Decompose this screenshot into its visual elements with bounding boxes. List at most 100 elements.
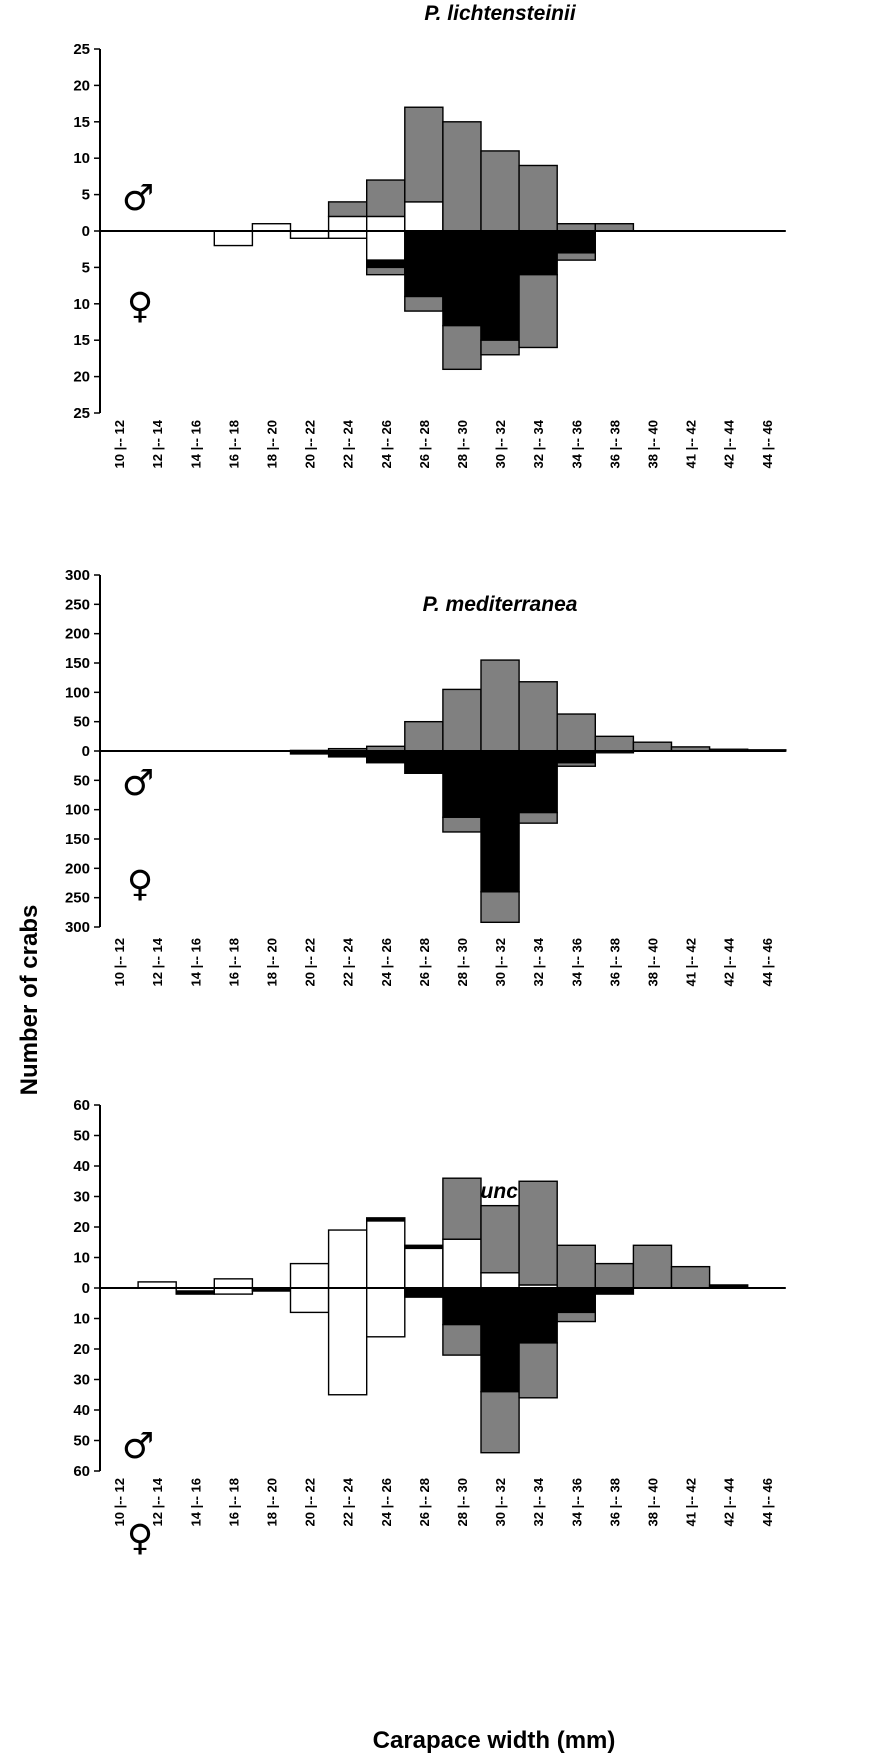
x-tick-label: 41 |-- 42 (684, 420, 699, 468)
x-tick-label: 32 |-- 34 (531, 937, 546, 986)
y-tick-label: 20 (73, 1341, 90, 1358)
x-tick-label: 32 |-- 34 (531, 1477, 546, 1526)
bar-male-grey (556, 1244, 597, 1289)
y-tick-label: 0 (82, 1280, 90, 1297)
panel-p-lichtensteinii: P. lichtensteinii 0 5 5 10 10 15 15 20 20 25 25 10 … (73, 2, 786, 468)
bar-male-white (404, 201, 444, 232)
x-tick-label: 22 |-- 24 (341, 937, 356, 986)
y-tick-label: 250 (65, 890, 90, 907)
x-tick-label: 44 |-- 46 (760, 420, 775, 468)
bar-female-black (366, 750, 406, 764)
y-tick-label: 60 (73, 1097, 90, 1114)
y-tick-label: 200 (65, 860, 90, 877)
bar-male-white (442, 1238, 482, 1289)
x-tick-label: 24 |-- 26 (379, 1478, 394, 1526)
axes-group: 0 10 10 20 20 30 30 40 40 50 50 60 60 10 |-- 12 12 |--… (73, 1097, 786, 1526)
panel-p-mediterranea: P. mediterranea 0 50 50 100 100 150 150 200 200 2… (65, 567, 787, 986)
bar-female-black (404, 1287, 444, 1298)
bar-female-grey (518, 811, 558, 824)
y-tick-label: 10 (73, 150, 90, 167)
female-symbol-icon: ♀ (127, 286, 153, 327)
y-tick-label: 200 (65, 626, 90, 643)
bar-male-grey (518, 681, 558, 752)
bar-male-grey (632, 1244, 673, 1289)
bar-female-white (327, 1287, 368, 1396)
bar-female-white (366, 230, 406, 261)
x-tick-label: 18 |-- 20 (265, 1478, 280, 1526)
x-tick-label: 38 |-- 40 (646, 420, 661, 468)
x-tick-label: 14 |-- 16 (188, 420, 203, 468)
bar-female-grey (518, 273, 558, 349)
x-tick-label: 22 |-- 24 (341, 419, 356, 468)
panel-title: P. mediterranea (423, 593, 578, 616)
y-tick-label: 50 (73, 1433, 90, 1450)
x-tick-label: 14 |-- 16 (188, 1478, 203, 1526)
bar-male-grey (442, 688, 482, 752)
bar-female-grey (442, 324, 482, 371)
bar-male-white (251, 223, 292, 232)
x-tick-label: 10 |-- 12 (112, 1478, 127, 1526)
x-tick-label: 30 |-- 32 (493, 420, 508, 468)
x-tick-label: 26 |-- 28 (417, 1478, 432, 1526)
bar-male-grey (442, 1177, 482, 1240)
y-tick-label: 25 (73, 41, 90, 58)
y-tick-label: 0 (82, 743, 90, 760)
bar-male-grey (594, 735, 635, 752)
x-tick-label: 42 |-- 44 (722, 1477, 737, 1526)
x-tick-label: 38 |-- 40 (646, 938, 661, 986)
x-tick-label: 20 |-- 22 (303, 420, 318, 468)
bar-male-grey (480, 659, 520, 752)
bar-female-black (518, 1287, 558, 1344)
y-tick-label: 5 (82, 187, 90, 204)
y-tick-label: 25 (73, 405, 90, 422)
x-tick-label: 12 |-- 14 (150, 419, 165, 468)
x-tick-label: 34 |-- 36 (569, 938, 584, 986)
x-tick-label: 38 |-- 40 (646, 1478, 661, 1526)
bar-female-black (480, 230, 520, 341)
bar-female-grey (366, 266, 406, 276)
y-tick-label: 150 (65, 831, 90, 848)
bar-female-black (518, 230, 558, 276)
x-tick-label: 44 |-- 46 (760, 938, 775, 986)
female-symbol-icon: ♀ (127, 864, 153, 905)
bar-female-black (442, 750, 482, 818)
bar-female-black (556, 1287, 597, 1314)
y-axis-label: Number of crabs (16, 905, 43, 1096)
y-tick-label: 50 (73, 1128, 90, 1145)
x-tick-label: 28 |-- 30 (455, 1478, 470, 1526)
panel-title: P. lichtensteinii (424, 2, 576, 25)
y-tick-label: 0 (82, 223, 90, 240)
y-tick-label: 5 (82, 259, 90, 276)
bar-female-white (289, 1287, 330, 1314)
bar-male-grey (480, 150, 520, 232)
bar-male-white (289, 1262, 330, 1289)
x-tick-label: 42 |-- 44 (722, 419, 737, 468)
bar-female-white (327, 230, 368, 239)
bar-female-black (480, 750, 520, 893)
x-tick-label: 22 |-- 24 (341, 1477, 356, 1526)
axes-group: 0 50 50 100 100 150 150 200 200 250 250 300 300 10 |-… (65, 567, 786, 986)
y-tick-label: 20 (73, 369, 90, 386)
bar-male-grey (442, 121, 482, 232)
y-tick-label: 300 (65, 567, 90, 584)
y-tick-label: 10 (73, 296, 90, 313)
y-tick-label: 15 (73, 114, 90, 131)
x-tick-label: 26 |-- 28 (417, 420, 432, 468)
bar-female-grey (480, 339, 520, 356)
x-tick-label: 20 |-- 22 (303, 1478, 318, 1526)
y-tick-label: 30 (73, 1189, 90, 1206)
x-tick-label: 36 |-- 38 (607, 1478, 622, 1526)
y-tick-label: 10 (73, 1250, 90, 1267)
male-symbol-icon: ♂ (122, 763, 154, 804)
male-symbol-icon: ♂ (122, 178, 154, 219)
bar-male-white (213, 1278, 254, 1289)
bar-male-grey (594, 223, 635, 232)
x-tick-label: 20 |-- 22 (303, 938, 318, 986)
y-tick-label: 20 (73, 1219, 90, 1236)
axes-group: 0 5 5 10 10 15 15 20 20 25 25 10 |-- 12 12 |-- 14 14 … (73, 41, 786, 468)
bar-male-white (366, 1220, 406, 1289)
bar-male-black (366, 1217, 406, 1222)
bar-male-black (404, 1244, 444, 1250)
bar-female-black (556, 230, 597, 254)
